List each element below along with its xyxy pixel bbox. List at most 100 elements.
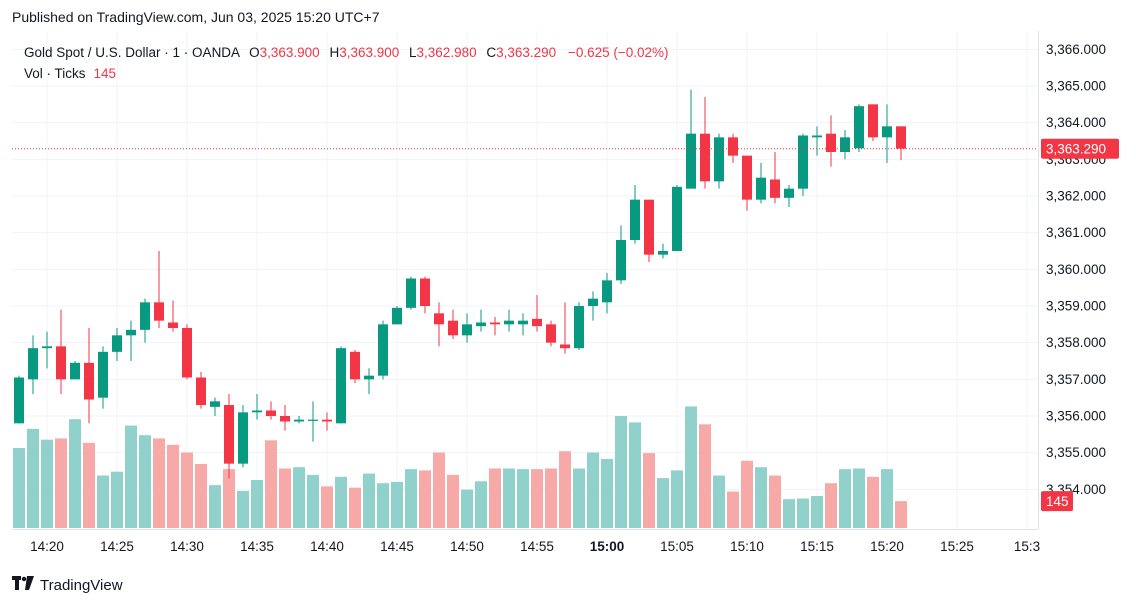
volume-bar (657, 478, 669, 528)
close-label: C (486, 45, 497, 60)
volume-bar (139, 435, 151, 528)
volume-bar (531, 469, 543, 528)
candle-body (854, 106, 864, 149)
candle-body (112, 335, 122, 352)
candle-body (322, 419, 332, 422)
candle-body (896, 126, 906, 149)
volume-bar (265, 440, 277, 528)
candle-body (560, 344, 570, 349)
volume-legend-value: 145 (93, 66, 117, 81)
volume-legend-label: Vol · Ticks (24, 66, 86, 81)
volume-bar (867, 476, 879, 528)
candle-body (546, 324, 556, 343)
volume-bar (895, 501, 907, 528)
time-tick-label: 15:10 (730, 539, 764, 554)
time-tick-label: 15:25 (940, 539, 974, 554)
candle-body (770, 179, 780, 198)
volume-bar (41, 439, 53, 528)
volume-bar (55, 438, 67, 528)
candle-body (686, 133, 696, 189)
time-tick-label: 14:20 (30, 539, 64, 554)
close-value: 3,363.290 (496, 45, 557, 60)
candle-body (742, 155, 752, 200)
candle-body (756, 177, 766, 200)
time-tick-label: 14:45 (380, 539, 414, 554)
price-tick-label: 3,361.000 (1046, 225, 1106, 240)
candle-body (252, 410, 262, 413)
candle-body (588, 298, 598, 306)
volume-bar (461, 489, 473, 528)
volume-bar (811, 496, 823, 528)
volume-bar (825, 483, 837, 528)
volume-bar (545, 468, 557, 528)
candle-body (294, 419, 304, 422)
volume-bar (405, 469, 417, 528)
candle-body (812, 135, 822, 138)
candle-body (448, 320, 458, 336)
candlestick-chart[interactable]: 3,354.0003,355.0003,356.0003,357.0003,35… (12, 31, 1136, 591)
change-value: −0.625 (−0.02%) (567, 45, 669, 60)
volume-bar (83, 442, 95, 528)
price-tick-label: 3,359.000 (1046, 299, 1106, 314)
chart-area[interactable]: 3,354.000 3,355.000 3,356.000 3,357.000 3,35… (12, 31, 1119, 559)
candle-body (616, 240, 626, 281)
price-tick-label: 3,365.000 (1046, 79, 1106, 94)
volume-bar (97, 475, 109, 528)
volume-bar (307, 474, 319, 528)
volume-bar (209, 485, 221, 528)
candle-body (644, 199, 654, 255)
tradingview-logo-icon (12, 576, 34, 595)
candle-body (602, 280, 612, 303)
candle-body (868, 104, 878, 138)
candle-body (70, 362, 80, 380)
candle-body (518, 320, 528, 325)
price-tick-label: 3,356.000 (1046, 409, 1106, 424)
price-tick-label: 3,360.000 (1046, 262, 1106, 277)
candle-body (350, 351, 360, 380)
volume-bar (601, 458, 613, 528)
volume-bar (419, 470, 431, 528)
candle-body (140, 302, 150, 330)
volume-bar (293, 467, 305, 528)
time-tick-label: 15:00 (590, 539, 625, 554)
price-tick-label: 3,362.000 (1046, 189, 1106, 204)
candle-body (98, 351, 108, 398)
volume-bar (447, 474, 459, 528)
price-tick-label: 3,357.000 (1046, 372, 1106, 387)
candle-body (406, 278, 416, 308)
candle-body (154, 302, 164, 321)
time-tick-label: 14:40 (310, 539, 344, 554)
candle-body (42, 346, 52, 349)
volume-bar (643, 453, 655, 528)
volume-bar (251, 480, 263, 528)
symbol-title: Gold Spot / U.S. Dollar · 1 · OANDA (24, 45, 240, 60)
candle-body (308, 419, 318, 421)
volume-bar (615, 416, 627, 528)
candle-body (700, 133, 710, 182)
volume-bar (433, 452, 445, 528)
price-tick-label: 3,364.000 (1046, 115, 1106, 130)
candle-body (280, 416, 290, 422)
tradingview-brand-text: TradingView (40, 577, 123, 594)
candle-body (238, 412, 248, 464)
volume-bar (111, 471, 123, 528)
volume-bar (559, 451, 571, 528)
volume-bar (181, 452, 193, 528)
volume-bar (741, 460, 753, 528)
footer-brand[interactable]: TradingView (12, 576, 123, 595)
high-label: H (329, 45, 340, 60)
candle-body (392, 307, 402, 325)
candle-body (224, 405, 234, 464)
candle-body (434, 313, 444, 325)
candle-body (462, 324, 472, 336)
candle-body (266, 410, 276, 416)
volume-bar (713, 475, 725, 528)
candle-body (826, 133, 836, 152)
candle-body (14, 377, 24, 424)
volume-bar (153, 438, 165, 528)
last-price-label: 3,363.290 (1046, 142, 1106, 157)
candle-body (28, 348, 38, 380)
volume-bar (167, 444, 179, 528)
high-value: 3,363.900 (339, 45, 400, 60)
volume-bar (727, 491, 739, 528)
